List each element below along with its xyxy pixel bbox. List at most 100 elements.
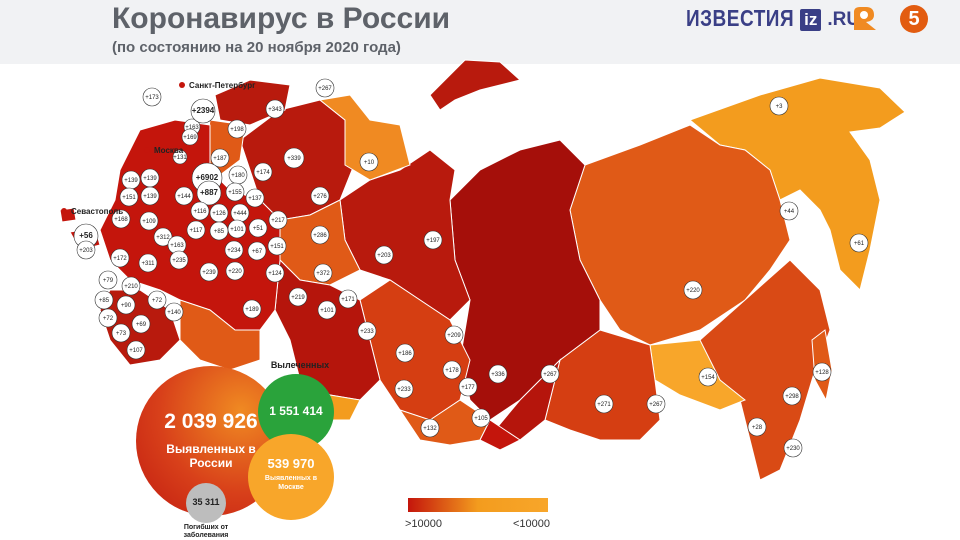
region-circle-label: +339	[287, 156, 301, 162]
region-circle	[248, 218, 268, 238]
region-circle-label: +116	[193, 209, 207, 215]
region-circle	[140, 186, 160, 206]
region-circle-label: +203	[377, 253, 391, 259]
iz-box: iz	[800, 9, 822, 31]
region-circle-label: +51	[253, 226, 264, 232]
region-circle-label: +230	[786, 446, 800, 452]
region-circle	[111, 323, 131, 343]
region-transbaikal	[544, 329, 661, 441]
region-circle	[698, 367, 718, 387]
region-circle	[458, 377, 478, 397]
region-circle	[313, 263, 333, 283]
region-circle	[849, 233, 869, 253]
region-circle-label: +151	[270, 244, 284, 250]
region-circle	[199, 262, 219, 282]
region-circle	[196, 180, 222, 206]
region-circle-label: +90	[121, 303, 132, 309]
region-circle	[268, 210, 288, 230]
channel-5-logo: 5	[900, 5, 928, 33]
sevastopol-marker-icon	[61, 208, 67, 214]
region-circle	[253, 162, 273, 182]
region-circle-label: +172	[113, 256, 127, 262]
region-circle-label: +140	[167, 310, 181, 316]
region-circle-label: +2394	[192, 106, 215, 115]
region-circle-label: +73	[116, 331, 127, 337]
region-circle-label: +311	[141, 261, 155, 267]
region-circle	[594, 394, 614, 414]
region-circle	[227, 219, 247, 239]
region-circle-label: +174	[256, 170, 270, 176]
region-circle	[288, 287, 308, 307]
region-circle	[110, 248, 130, 268]
region-amur	[649, 339, 746, 411]
region-circle	[374, 245, 394, 265]
page-title: Коронавирус в России	[112, 2, 451, 35]
region-circle	[210, 148, 230, 168]
region-circle-label: +312	[156, 235, 170, 241]
region-circle-label: +131	[173, 155, 187, 161]
region-nao	[318, 94, 411, 181]
region-circle	[174, 186, 194, 206]
region-circle-label: +178	[445, 368, 459, 374]
region-circle-label: +67	[252, 249, 263, 255]
region-circle	[310, 186, 330, 206]
iz-tld: .RU	[827, 9, 861, 30]
legend-gradient-bar	[408, 498, 548, 512]
region-circle-label: +233	[397, 387, 411, 393]
region-circle	[471, 408, 491, 428]
region-circle	[190, 201, 210, 221]
region-circle	[423, 230, 443, 250]
region-circle-label: +267	[649, 402, 663, 408]
region-circle	[247, 241, 267, 261]
region-circle-label: +180	[231, 173, 245, 179]
legend-right-label: <10000	[513, 518, 551, 530]
region-circle	[812, 362, 832, 382]
region-circle-label: +6902	[196, 173, 219, 182]
region-volga-south	[179, 299, 261, 371]
region-circle	[267, 236, 287, 256]
region-circle-label: +887	[200, 188, 219, 197]
region-circle	[225, 261, 245, 281]
region-circle-label: +343	[268, 107, 282, 113]
region-circle-label: +101	[320, 308, 334, 314]
region-circle-label: +109	[142, 219, 156, 225]
region-circle	[442, 360, 462, 380]
region-circle-label: +189	[245, 307, 259, 313]
region-circle	[747, 417, 767, 437]
region-circle	[315, 78, 335, 98]
region-circle	[227, 119, 247, 139]
region-circle-label: +168	[114, 217, 128, 223]
region-circle	[245, 188, 265, 208]
region-circle-label: +128	[815, 370, 829, 376]
region-circle-label: +139	[124, 178, 138, 184]
region-circle-label: +10	[364, 160, 375, 166]
region-circle-label: +234	[227, 248, 241, 254]
region-circle-label: +220	[228, 269, 242, 275]
region-circle-label: +69	[136, 322, 147, 328]
region-circle-label: +177	[461, 385, 475, 391]
region-circle-label: +267	[318, 86, 332, 92]
region-circle-label: +444	[233, 211, 247, 217]
region-circle-label: +117	[189, 228, 203, 234]
region-circle-label: +209	[447, 333, 461, 339]
moscow-marker-icon	[144, 147, 150, 153]
region-circle	[357, 321, 377, 341]
region-circle	[98, 270, 118, 290]
header-band	[0, 0, 960, 64]
region-circle	[683, 280, 703, 300]
region-circle	[782, 386, 802, 406]
region-circle	[190, 98, 216, 124]
region-circle	[265, 263, 285, 283]
region-novaya-zemlya	[429, 59, 522, 111]
region-circle	[169, 250, 189, 270]
region-circle	[783, 438, 803, 458]
region-circle-label: +217	[271, 218, 285, 224]
region-circle-label: +298	[785, 394, 799, 400]
region-circle-label: +336	[491, 372, 505, 378]
region-circle-label: +72	[152, 298, 163, 304]
region-circle-label: +286	[313, 233, 327, 239]
region-circle	[769, 96, 789, 116]
city-label-moscow: Москва	[154, 146, 184, 155]
region-circle-label: +126	[212, 211, 226, 217]
